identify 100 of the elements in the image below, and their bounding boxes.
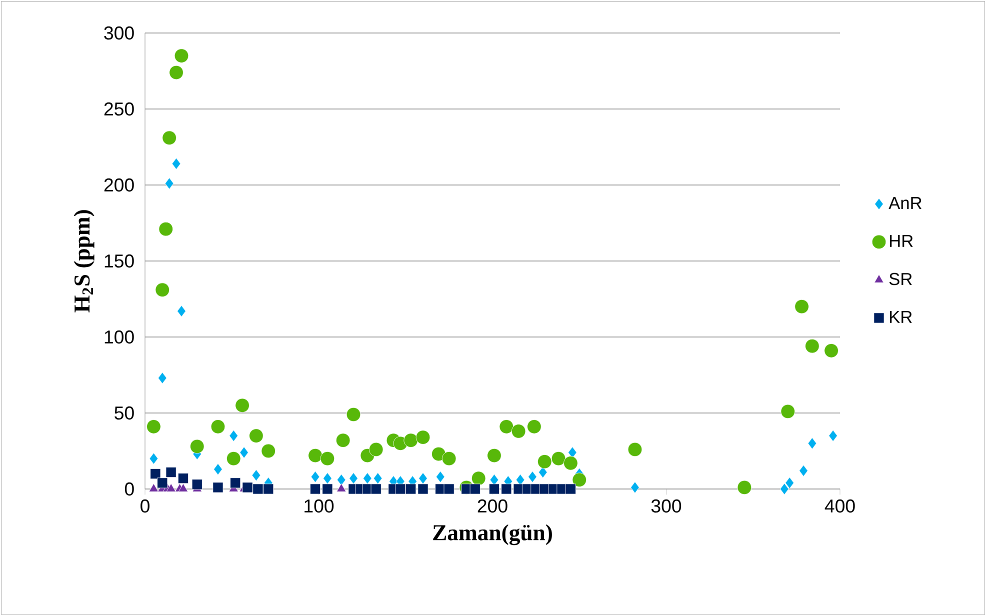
point [511, 424, 526, 438]
point [322, 484, 333, 494]
y-tick-label: 50 [114, 406, 134, 420]
point [158, 372, 167, 384]
point [630, 482, 640, 494]
point [436, 471, 445, 483]
point [363, 472, 372, 484]
y-tick-label: 150 [104, 254, 134, 268]
y-tick-label: 250 [104, 102, 134, 116]
x-tick-label: 400 [824, 499, 855, 513]
y-tick-label: 200 [104, 178, 134, 192]
point [370, 484, 382, 494]
point [537, 454, 552, 469]
point [336, 474, 346, 486]
point [406, 484, 416, 494]
point [565, 484, 576, 494]
y-tick-label: 300 [104, 26, 134, 40]
point [442, 451, 456, 466]
point [230, 478, 241, 488]
point [210, 420, 226, 434]
point [527, 420, 542, 434]
point [551, 451, 566, 466]
point [824, 344, 838, 358]
point [240, 446, 248, 458]
point [178, 473, 188, 484]
point [252, 484, 264, 494]
point [310, 484, 321, 494]
point [166, 467, 176, 478]
y-tick-label: 0 [124, 482, 134, 496]
point [572, 472, 587, 487]
point [169, 65, 184, 80]
point [799, 464, 808, 477]
x-tick-label: 300 [651, 499, 682, 513]
legend-label: SR [889, 272, 912, 286]
x-tick-label: 100 [304, 499, 334, 513]
point [229, 430, 238, 442]
point [310, 471, 320, 483]
point [263, 484, 274, 494]
point [444, 484, 454, 494]
point [349, 472, 358, 484]
point [488, 484, 500, 494]
point [177, 305, 186, 317]
point [235, 398, 250, 413]
point [470, 484, 480, 494]
point [418, 472, 428, 484]
point [192, 479, 202, 490]
point [261, 444, 276, 458]
point [336, 433, 350, 448]
point [174, 48, 189, 63]
point [252, 470, 261, 482]
point [418, 484, 428, 494]
point [780, 404, 796, 419]
point [373, 472, 382, 484]
x-tick-label: 0 [140, 499, 150, 513]
point [150, 468, 161, 480]
point [226, 451, 241, 466]
legend-label: KR [890, 311, 912, 323]
point [320, 451, 335, 466]
point [564, 456, 578, 470]
point [158, 222, 173, 236]
point [157, 478, 168, 488]
point [214, 463, 222, 476]
y-axis-title: H$_{2}$S (ppm) [74, 210, 94, 312]
point [190, 439, 204, 454]
point [628, 442, 642, 457]
point [249, 428, 264, 443]
point [432, 446, 446, 462]
point [149, 452, 158, 464]
point [785, 477, 794, 489]
legend-label: HR [890, 234, 913, 247]
point [308, 448, 322, 463]
point [242, 482, 253, 493]
point [568, 446, 577, 458]
point [155, 282, 170, 297]
x-axis-title: Zaman(gün) [433, 524, 552, 546]
point [368, 442, 384, 457]
point [805, 338, 820, 354]
point [501, 484, 512, 494]
legend-label: AnR [888, 197, 922, 209]
point [404, 433, 418, 448]
point [172, 158, 181, 170]
point [828, 430, 838, 442]
point [395, 484, 406, 494]
point [416, 430, 430, 444]
point [146, 420, 161, 434]
point [737, 480, 752, 495]
point [808, 438, 817, 450]
point [346, 407, 361, 422]
y-tick-label: 100 [104, 330, 134, 344]
point [487, 448, 502, 463]
point [212, 482, 224, 493]
point [794, 299, 809, 314]
point [499, 420, 514, 434]
point [528, 471, 537, 483]
point [323, 472, 332, 484]
point [780, 483, 789, 495]
point [162, 130, 176, 145]
x-tick-label: 200 [478, 499, 508, 513]
point [471, 471, 486, 486]
point [164, 178, 174, 190]
